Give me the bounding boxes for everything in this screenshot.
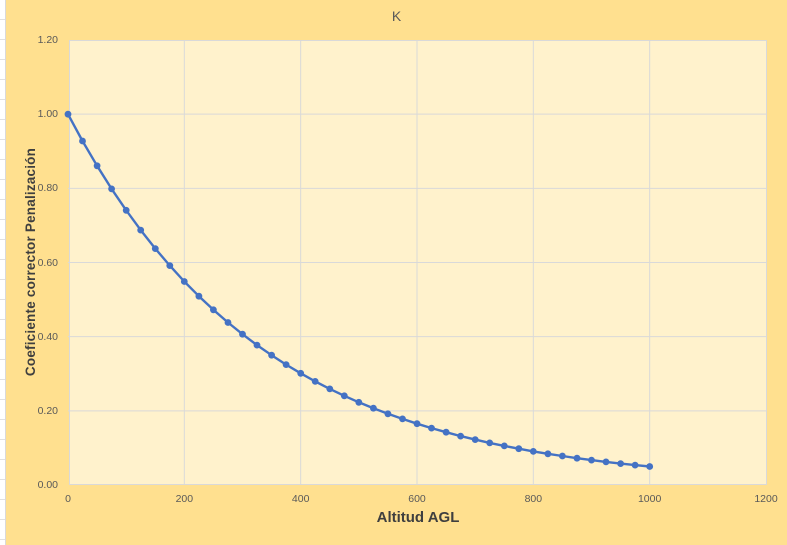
- plot-area[interactable]: [69, 40, 767, 485]
- x-axis-tick-label[interactable]: 400: [291, 493, 310, 505]
- x-axis-tick-label[interactable]: 200: [175, 493, 194, 505]
- y-axis-tick-label[interactable]: 0.00: [37, 479, 58, 491]
- y-axis-tick-label[interactable]: 1.00: [37, 108, 58, 121]
- x-axis-tick-label[interactable]: 800: [524, 493, 543, 505]
- worksheet-cells-strip[interactable]: [0, 0, 5, 545]
- x-axis-tick-label[interactable]: 600: [408, 493, 426, 505]
- y-axis-tick-label[interactable]: 0.40: [37, 330, 58, 343]
- x-axis-tick-label[interactable]: 1000: [637, 493, 662, 505]
- y-axis-tick-label[interactable]: 1.20: [37, 34, 58, 46]
- y-axis-tick-label[interactable]: 0.60: [37, 256, 58, 269]
- x-axis-tick-label[interactable]: 0: [65, 493, 71, 505]
- x-axis-title[interactable]: Altitud AGL: [376, 509, 460, 526]
- y-axis-tick-label[interactable]: 0.80: [37, 182, 58, 195]
- chart-area[interactable]: K Coeficiente corrector Penalización Alt…: [5, 0, 787, 545]
- x-axis-tick-label[interactable]: 1200: [754, 493, 778, 505]
- chart-title[interactable]: K: [391, 8, 402, 24]
- y-axis-tick-label[interactable]: 0.20: [37, 404, 58, 417]
